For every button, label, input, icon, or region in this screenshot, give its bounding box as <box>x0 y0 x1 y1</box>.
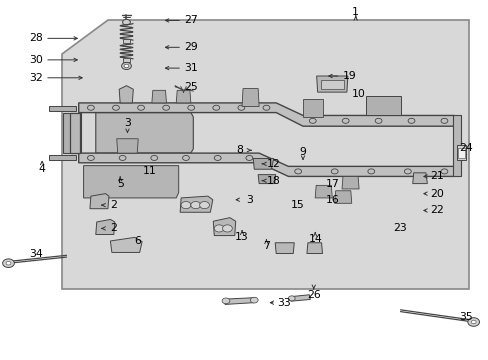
Text: 32: 32 <box>29 73 43 83</box>
Circle shape <box>288 296 295 301</box>
Polygon shape <box>452 116 461 176</box>
Polygon shape <box>79 153 453 176</box>
Polygon shape <box>303 99 322 117</box>
Polygon shape <box>306 243 322 253</box>
Text: 29: 29 <box>183 42 197 52</box>
Circle shape <box>199 202 209 209</box>
Polygon shape <box>49 155 76 159</box>
Polygon shape <box>253 158 273 169</box>
Polygon shape <box>96 113 193 153</box>
Polygon shape <box>290 295 310 301</box>
Polygon shape <box>242 89 259 107</box>
Text: 35: 35 <box>459 312 472 322</box>
Text: 1: 1 <box>351 7 358 17</box>
Circle shape <box>122 62 131 69</box>
Text: 26: 26 <box>306 291 320 301</box>
Bar <box>122 58 130 62</box>
Polygon shape <box>258 175 275 184</box>
Polygon shape <box>275 243 294 253</box>
Polygon shape <box>49 106 76 111</box>
Text: 30: 30 <box>29 55 43 65</box>
Polygon shape <box>341 176 358 189</box>
Text: 23: 23 <box>393 224 407 233</box>
Circle shape <box>467 318 479 326</box>
Text: 3: 3 <box>245 195 252 205</box>
Text: 25: 25 <box>183 82 197 93</box>
Text: 33: 33 <box>277 298 291 308</box>
Polygon shape <box>316 76 347 92</box>
Circle shape <box>124 64 129 68</box>
Text: 22: 22 <box>429 206 443 216</box>
Circle shape <box>2 259 14 267</box>
Polygon shape <box>176 90 190 103</box>
Polygon shape <box>70 113 80 153</box>
Polygon shape <box>61 21 468 289</box>
Circle shape <box>181 202 190 209</box>
Text: 7: 7 <box>263 241 269 251</box>
Text: 24: 24 <box>459 143 472 153</box>
Circle shape <box>214 225 224 232</box>
Text: 18: 18 <box>266 176 280 186</box>
Polygon shape <box>213 218 235 235</box>
Polygon shape <box>315 185 331 198</box>
Polygon shape <box>180 196 212 212</box>
Polygon shape <box>152 90 166 103</box>
Polygon shape <box>63 113 81 153</box>
Text: 20: 20 <box>429 189 443 199</box>
Circle shape <box>122 19 130 25</box>
Text: 34: 34 <box>29 248 43 258</box>
Polygon shape <box>110 237 142 252</box>
Text: 19: 19 <box>342 71 355 81</box>
Text: 8: 8 <box>236 145 243 155</box>
Text: 10: 10 <box>351 89 366 99</box>
Text: 16: 16 <box>325 195 339 205</box>
Polygon shape <box>366 96 400 116</box>
Text: 4: 4 <box>39 164 45 174</box>
Text: 17: 17 <box>325 179 339 189</box>
Text: 2: 2 <box>110 200 117 210</box>
Text: 9: 9 <box>299 147 306 157</box>
Circle shape <box>222 225 232 232</box>
Text: 6: 6 <box>134 236 141 246</box>
Polygon shape <box>334 191 351 203</box>
Text: 13: 13 <box>235 232 248 242</box>
Text: 5: 5 <box>117 179 123 189</box>
Text: 21: 21 <box>429 171 443 181</box>
Text: 12: 12 <box>266 159 280 169</box>
Text: 31: 31 <box>183 63 197 73</box>
Polygon shape <box>83 166 178 198</box>
Bar <box>457 148 464 158</box>
Circle shape <box>6 261 11 265</box>
Polygon shape <box>90 194 109 209</box>
Bar <box>122 40 130 43</box>
Text: 28: 28 <box>29 33 43 43</box>
Circle shape <box>190 202 200 209</box>
Text: 15: 15 <box>291 200 305 210</box>
Text: 2: 2 <box>110 224 117 233</box>
Bar <box>321 80 344 89</box>
Polygon shape <box>224 298 255 305</box>
Polygon shape <box>119 86 133 103</box>
Circle shape <box>250 297 258 303</box>
Polygon shape <box>412 173 427 184</box>
Bar <box>456 145 466 160</box>
Circle shape <box>222 298 229 304</box>
Polygon shape <box>79 103 453 126</box>
Circle shape <box>470 320 475 324</box>
Text: 3: 3 <box>124 118 131 128</box>
Polygon shape <box>96 220 115 234</box>
Text: 14: 14 <box>308 234 322 244</box>
Polygon shape <box>117 139 138 153</box>
Text: 27: 27 <box>183 15 197 26</box>
Text: 11: 11 <box>142 166 156 176</box>
